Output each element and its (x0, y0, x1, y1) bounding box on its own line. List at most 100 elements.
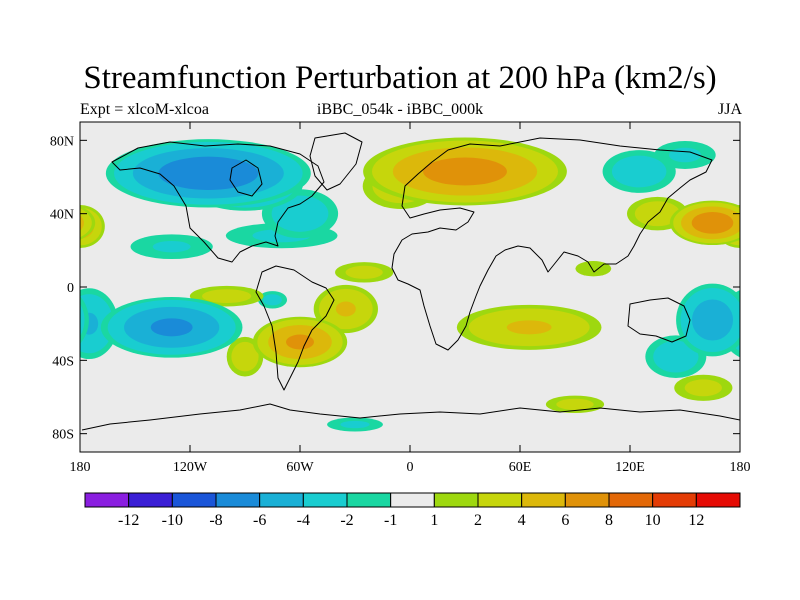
x-tick-label: 120W (173, 460, 208, 475)
anomaly-field (0, 137, 800, 432)
anomaly-contour (691, 299, 734, 341)
anomaly-contour (506, 320, 552, 335)
colorbar-label: 12 (688, 512, 704, 529)
colorbar-swatch (171, 492, 217, 508)
y-tick-label: 0 (67, 281, 74, 296)
anomaly-contour (263, 294, 282, 306)
colorbar-swatch (259, 492, 304, 508)
y-tick-label: 80N (50, 134, 74, 149)
coast-hudson-bay (229, 159, 263, 197)
anomaly-contour (684, 379, 723, 397)
anomaly-contour (761, 297, 800, 358)
anomaly-contour (345, 265, 383, 279)
colorbar-swatch (302, 492, 348, 508)
anomaly-contour (668, 147, 702, 163)
anomaly-contour (80, 296, 89, 344)
colorbar-label: 10 (645, 512, 661, 529)
anomaly-contour (340, 420, 370, 429)
colorbar-label: 2 (474, 512, 482, 529)
anomaly-contour (25, 379, 62, 396)
colorbar-label: -12 (118, 512, 139, 529)
colorbar-label: -10 (162, 512, 183, 529)
anomaly-contour (9, 148, 41, 163)
anomaly-contour (740, 313, 758, 335)
anomaly-contour (158, 156, 259, 190)
colorbar-swatch (521, 492, 566, 508)
colorbar-swatch (608, 492, 654, 508)
x-tick-label: 180 (70, 460, 91, 475)
anomaly-contour (32, 299, 73, 340)
anomaly-contour (766, 139, 800, 207)
colorbar-label: -1 (384, 512, 397, 529)
y-tick-label: 40S (52, 354, 74, 369)
colorbar-label: 4 (518, 512, 526, 529)
anomaly-contour (0, 156, 6, 188)
coast-australia (627, 297, 691, 343)
colorbar-label: -8 (209, 512, 222, 529)
colorbar-swatch (564, 492, 610, 508)
experiment-label: Expt = xlcoM-xlcoa (80, 101, 209, 118)
colorbar-swatch (695, 492, 741, 508)
x-tick-label: 120E (615, 460, 645, 475)
colorbar-label: -4 (297, 512, 310, 529)
anomaly-contour (793, 148, 800, 198)
coast-north-america (111, 141, 325, 263)
anomaly-contour (556, 398, 594, 410)
anomaly-contour (0, 197, 28, 231)
colorbar-label: -6 (253, 512, 266, 529)
difference-label: iBBC_054k - iBBC_000k (316, 101, 484, 118)
anomaly-contour (611, 155, 667, 188)
anomaly-contour (150, 318, 193, 337)
anomaly-contour (0, 150, 16, 193)
colorbar-swatch (215, 492, 261, 508)
x-tick-label: 60W (286, 460, 314, 475)
anomaly-contour (0, 335, 46, 378)
colorbar-label: -2 (340, 512, 353, 529)
colorbar-label: 1 (430, 512, 438, 529)
anomaly-contour (0, 141, 56, 169)
x-tick-label: 0 (407, 460, 414, 475)
anomaly-contour (80, 208, 92, 238)
anomaly-contour (335, 301, 356, 317)
coast-antarctica (81, 403, 740, 431)
anomaly-contour (80, 303, 85, 337)
y-tick-label: 80S (52, 428, 74, 443)
anomaly-contour (784, 307, 800, 348)
anomaly-contour (271, 195, 329, 232)
anomaly-contour (80, 214, 84, 231)
colorbar-swatch (128, 492, 173, 508)
anomaly-contour (653, 340, 699, 373)
colorbar-swatch (433, 492, 479, 508)
anomaly-contour (774, 142, 800, 205)
colorbar-swatch (390, 492, 435, 508)
colorbar-label: 6 (561, 512, 569, 529)
axis-ticks: 180 120W 60W 0 60E 120E 180 80N 40N 0 40S 80S (50, 122, 751, 475)
x-tick-label: 180 (730, 460, 751, 475)
anomaly-contour (14, 375, 72, 401)
anomaly-contour (286, 334, 314, 350)
colorbar-swatch (477, 492, 523, 508)
coastlines (81, 132, 740, 431)
anomaly-contour (0, 201, 20, 226)
coast-eurasia-africa (391, 137, 713, 351)
season-label: JJA (717, 101, 742, 118)
anomaly-contour (791, 234, 800, 259)
anomaly-contour (0, 341, 39, 373)
anomaly-contour (152, 240, 191, 253)
anomaly-contour (423, 157, 507, 186)
y-tick-label: 40N (50, 208, 74, 223)
x-tick-label: 60E (509, 460, 532, 475)
colorbar-swatch (652, 492, 697, 508)
anomaly-contour (691, 212, 734, 234)
chart-title: Streamfunction Perturbation at 200 hPa (… (83, 60, 717, 96)
anomaly-contour (231, 341, 259, 372)
colorbar-swatch (84, 492, 130, 508)
colorbar-swatch (346, 492, 392, 508)
colorbar-label: 8 (605, 512, 613, 529)
colorbar: -12 -10 -8 -6 -4 -2 -1 1 2 4 6 8 10 12 (84, 492, 741, 529)
anomaly-contour (768, 300, 800, 355)
coast-south-america (255, 265, 335, 391)
coast-greenland (309, 132, 363, 191)
anomaly-contour (575, 261, 612, 277)
